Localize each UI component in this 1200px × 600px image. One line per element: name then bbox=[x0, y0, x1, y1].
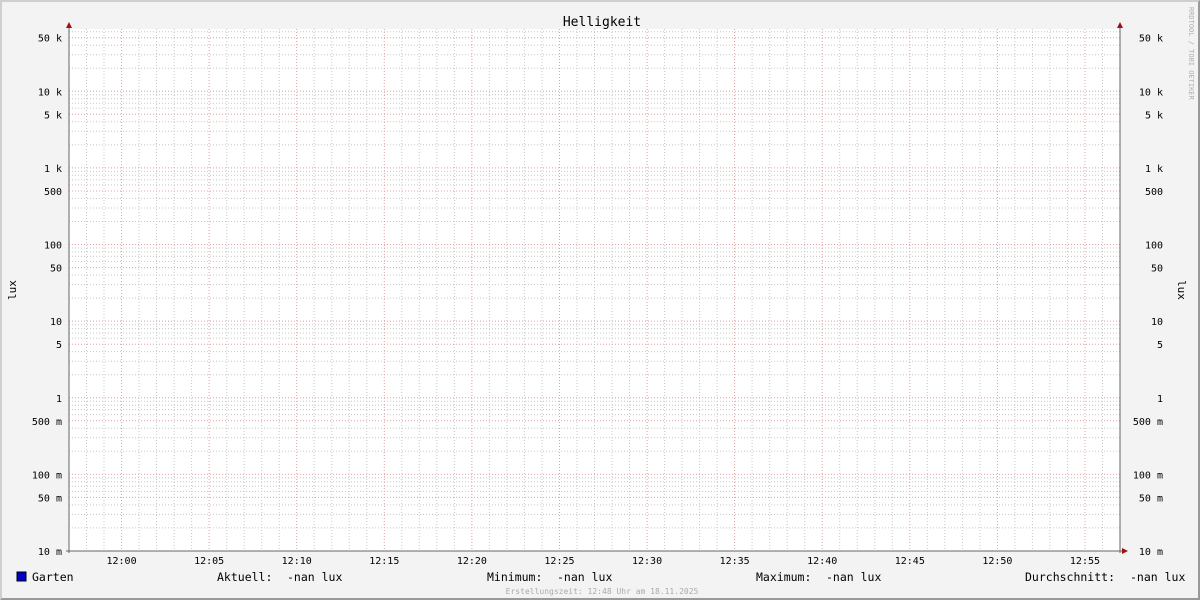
footer-timestamp: Erstellungszeit: 12:48 Uhr am 18.11.2025 bbox=[506, 587, 699, 596]
x-tick-label: 12:10 bbox=[282, 556, 312, 567]
y-tick-label: 5 bbox=[56, 340, 62, 351]
y-tick-label-right: 10 m bbox=[1139, 547, 1163, 558]
y-tick-label: 1 k bbox=[44, 164, 62, 175]
legend-max-label: Maximum: bbox=[756, 570, 811, 584]
y-tick-label: 10 k bbox=[38, 87, 62, 98]
y-tick-label: 10 bbox=[50, 317, 62, 328]
x-tick-label: 12:20 bbox=[457, 556, 487, 567]
y-axis-label: lux bbox=[6, 280, 19, 300]
legend-min-label: Minimum: bbox=[487, 570, 542, 584]
legend-series-label: Garten bbox=[32, 570, 74, 584]
x-tick-label: 12:00 bbox=[106, 556, 136, 567]
chart-title: Helligkeit bbox=[563, 15, 641, 30]
y-tick-label-right: 5 bbox=[1157, 340, 1163, 351]
legend-min-value: -nan lux bbox=[557, 570, 612, 584]
y-tick-label-right: 500 bbox=[1145, 187, 1163, 198]
y-tick-label-right: 100 m bbox=[1133, 470, 1163, 481]
y-tick-label-right: 50 k bbox=[1139, 34, 1163, 45]
legend-current-value: -nan lux bbox=[287, 570, 342, 584]
x-tick-label: 12:45 bbox=[895, 556, 925, 567]
x-tick-label: 12:55 bbox=[1070, 556, 1100, 567]
y-tick-label-right: 5 k bbox=[1145, 110, 1163, 121]
y-axis-right-arrow-icon bbox=[1117, 22, 1123, 28]
y-tick-label: 100 bbox=[44, 241, 62, 252]
y-axis-label-right: lux bbox=[1175, 280, 1188, 300]
legend-current-label: Aktuell: bbox=[217, 570, 272, 584]
y-tick-label-right: 500 m bbox=[1133, 417, 1163, 428]
x-tick-label: 12:40 bbox=[807, 556, 837, 567]
y-tick-label-right: 1 k bbox=[1145, 164, 1163, 175]
y-tick-label-right: 50 m bbox=[1139, 493, 1163, 504]
legend-max-value: -nan lux bbox=[826, 570, 881, 584]
y-tick-label: 10 m bbox=[38, 547, 62, 558]
legend-swatch-garten bbox=[16, 571, 27, 582]
y-tick-label-right: 50 bbox=[1151, 264, 1163, 275]
legend-avg-label: Durchschnitt: bbox=[1025, 570, 1115, 584]
y-tick-label: 500 bbox=[44, 187, 62, 198]
y-tick-label-right: 10 k bbox=[1139, 87, 1163, 98]
y-tick-label-right: 10 bbox=[1151, 317, 1163, 328]
watermark: RRDTOOL / TOBI OETIKER bbox=[1187, 7, 1195, 101]
y-axis-arrow-icon bbox=[66, 22, 72, 28]
legend-avg-value: -nan lux bbox=[1130, 570, 1185, 584]
y-tick-label: 100 m bbox=[32, 470, 62, 481]
y-tick-label: 50 bbox=[50, 264, 62, 275]
y-tick-label: 50 m bbox=[38, 493, 62, 504]
x-tick-label: 12:50 bbox=[982, 556, 1012, 567]
y-tick-label: 50 k bbox=[38, 34, 62, 45]
x-tick-label: 12:15 bbox=[369, 556, 399, 567]
x-tick-label: 12:25 bbox=[544, 556, 574, 567]
y-tick-label: 500 m bbox=[32, 417, 62, 428]
y-tick-label: 5 k bbox=[44, 110, 62, 121]
y-tick-label-right: 100 bbox=[1145, 241, 1163, 252]
x-tick-label: 12:35 bbox=[720, 556, 750, 567]
y-tick-label: 1 bbox=[56, 394, 62, 405]
y-tick-label-right: 1 bbox=[1157, 394, 1163, 405]
x-axis-arrow-icon bbox=[1122, 548, 1128, 554]
x-tick-label: 12:30 bbox=[632, 556, 662, 567]
x-tick-label: 12:05 bbox=[194, 556, 224, 567]
